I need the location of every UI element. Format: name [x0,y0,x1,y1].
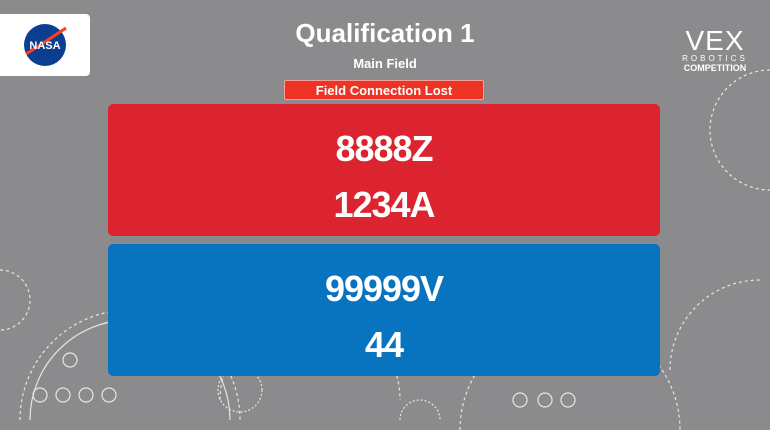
svg-text:NASA: NASA [29,40,60,52]
blue-alliance-panel: 99999V 44 [108,244,660,376]
match-title: Qualification 1 [295,18,475,48]
blue-team-1: 99999V [324,268,444,309]
vex-logo: VEX ROBOTICS COMPETITION [682,25,748,74]
field-name: Main Field [353,56,417,71]
connection-status-badge: Field Connection Lost [284,80,484,100]
red-team-2: 1234A [333,184,435,225]
blue-team-2: 44 [364,324,404,365]
nasa-logo: NASA [0,14,90,76]
red-alliance-panel: 8888Z 1234A [108,104,660,236]
red-team-1: 8888Z [335,128,433,169]
